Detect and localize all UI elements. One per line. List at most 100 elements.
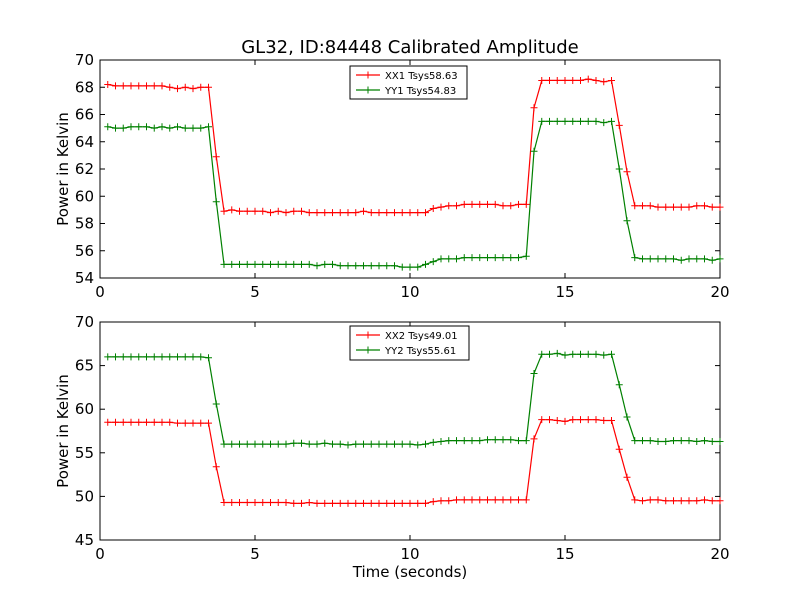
data-point-marker <box>259 207 267 215</box>
data-point-marker <box>646 437 654 445</box>
y-tick-label: 56 <box>75 242 94 260</box>
data-point-marker <box>437 497 445 505</box>
data-point-marker <box>267 260 274 268</box>
data-point-marker <box>437 255 445 263</box>
legend-box <box>349 65 468 100</box>
y-tick-label: 54 <box>75 269 94 287</box>
data-point-marker <box>158 123 166 131</box>
data-point-marker <box>600 351 608 359</box>
data-point-marker <box>414 441 422 449</box>
data-point-marker <box>716 437 724 445</box>
data-point-marker <box>639 437 646 445</box>
x-axis-label: Time (seconds) <box>352 563 468 581</box>
data-point-marker <box>484 496 491 504</box>
data-point-marker <box>677 497 685 505</box>
data-point-marker <box>677 437 685 445</box>
data-point-marker <box>383 209 391 217</box>
data-point-marker <box>391 209 398 217</box>
data-point-marker <box>453 496 460 504</box>
data-point-marker <box>546 76 553 84</box>
data-point-marker <box>646 255 654 263</box>
data-point-marker <box>608 417 615 425</box>
data-point-marker <box>429 498 437 506</box>
data-point-marker <box>197 124 205 132</box>
data-point-marker <box>701 255 708 263</box>
data-point-marker <box>592 117 600 125</box>
data-point-marker <box>243 207 251 215</box>
data-point-marker <box>220 499 228 507</box>
data-point-marker <box>236 207 243 215</box>
data-point-marker <box>174 419 181 427</box>
data-point-marker <box>274 440 282 448</box>
y-tick-label: 70 <box>75 51 94 69</box>
data-point-marker <box>507 202 515 210</box>
data-point-marker <box>321 209 329 217</box>
data-point-marker <box>313 499 321 507</box>
legend-marker <box>364 331 372 339</box>
data-point-marker <box>677 203 685 211</box>
data-point-marker <box>499 254 507 262</box>
x-tick-label: 15 <box>555 545 574 563</box>
data-point-marker <box>174 123 181 131</box>
data-point-marker <box>693 202 701 210</box>
data-point-marker <box>174 353 181 361</box>
data-point-marker <box>189 124 197 132</box>
data-point-marker <box>189 419 197 427</box>
y-axis-label: Power in Kelvin <box>54 112 72 226</box>
data-point-marker <box>344 441 352 449</box>
data-point-marker <box>546 416 553 424</box>
data-point-marker <box>305 209 313 217</box>
series-line <box>107 78 720 214</box>
data-point-marker <box>135 82 143 90</box>
data-point-marker <box>406 440 414 448</box>
data-point-marker <box>708 256 716 264</box>
series-line <box>107 120 721 268</box>
data-point-marker <box>484 200 491 208</box>
data-point-marker <box>685 437 693 445</box>
data-point-marker <box>499 496 507 504</box>
data-point-marker <box>701 437 708 445</box>
data-point-marker <box>701 496 708 504</box>
data-point-marker <box>305 260 313 268</box>
data-point-marker <box>352 440 360 448</box>
data-point-marker <box>608 117 615 125</box>
data-point-marker <box>135 123 143 131</box>
data-point-marker <box>243 260 251 268</box>
y-tick-label: 60 <box>75 187 94 205</box>
data-point-marker <box>251 499 259 507</box>
y-tick-label: 66 <box>75 106 94 124</box>
data-point-marker <box>166 418 174 426</box>
data-point-marker <box>608 76 615 84</box>
legend-label: XX2 Tsys49.01 <box>385 331 458 342</box>
data-point-marker <box>143 353 150 361</box>
data-point-marker <box>336 499 344 507</box>
data-point-marker <box>127 418 135 426</box>
data-point-marker <box>429 205 437 213</box>
data-point-marker <box>693 255 701 263</box>
data-point-marker <box>197 83 205 91</box>
data-point-marker <box>119 353 127 361</box>
data-point-marker <box>414 263 422 271</box>
data-point-marker <box>670 497 677 505</box>
data-point-marker <box>685 497 693 505</box>
data-point-marker <box>515 200 522 208</box>
data-point-marker <box>499 202 507 210</box>
data-point-marker <box>592 416 600 424</box>
data-point-marker <box>476 254 484 262</box>
data-point-marker <box>336 209 344 217</box>
data-point-marker <box>220 260 228 268</box>
data-point-marker <box>584 350 592 358</box>
data-point-marker <box>352 499 360 507</box>
data-point-marker <box>716 497 724 505</box>
data-point-marker <box>205 83 212 91</box>
data-point-marker <box>522 496 530 504</box>
data-point-marker <box>391 262 398 270</box>
data-point-marker <box>220 207 228 215</box>
data-point-marker <box>577 76 584 84</box>
chart-title: GL32, ID:84448 Calibrated Amplitude <box>241 37 579 58</box>
y-tick-label: 68 <box>75 78 94 96</box>
data-point-marker <box>329 209 336 217</box>
data-point-marker <box>321 260 329 268</box>
data-point-marker <box>228 440 236 448</box>
